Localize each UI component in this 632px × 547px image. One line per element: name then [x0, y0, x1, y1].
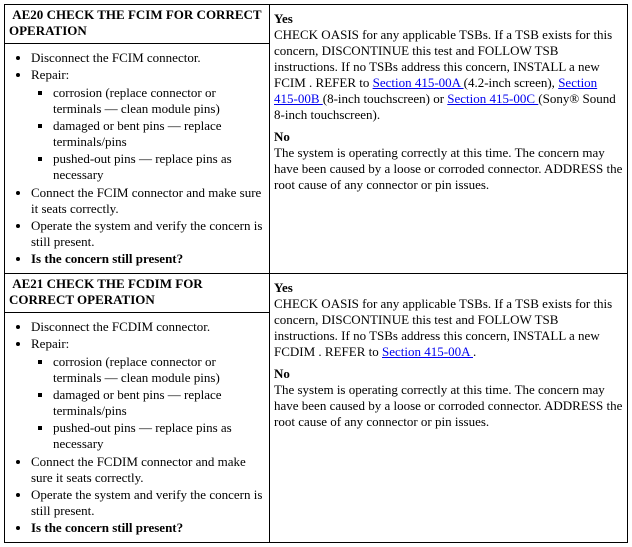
- list-item: Operate the system and verify the concer…: [31, 487, 265, 519]
- list-item: pushed-out pins — replace pins as necess…: [53, 151, 265, 183]
- repair-label: Repair:: [31, 336, 69, 351]
- list-item: Repair: corrosion (replace connector or …: [31, 336, 265, 452]
- no-label: No: [274, 366, 623, 382]
- steps-cell: Disconnect the FCDIM connector. Repair: …: [5, 313, 270, 543]
- step-header: AE21 CHECK THE FCDIM FOR CORRECT OPERATI…: [5, 274, 270, 313]
- yes-block: Yes CHECK OASIS for any applicable TSBs.…: [274, 11, 623, 123]
- no-text: The system is operating correctly at thi…: [274, 382, 622, 429]
- no-block: No The system is operating correctly at …: [274, 366, 623, 430]
- list-item: pushed-out pins — replace pins as necess…: [53, 420, 265, 452]
- table-row: AE20 CHECK THE FCIM FOR CORRECT OPERATIO…: [5, 5, 628, 44]
- section-link[interactable]: Section 415-00C: [447, 91, 538, 106]
- list-item: corrosion (replace connector or terminal…: [53, 85, 265, 117]
- no-block: No The system is operating correctly at …: [274, 129, 623, 193]
- repair-sublist: corrosion (replace connector or terminal…: [31, 354, 265, 452]
- diagnostic-table: AE20 CHECK THE FCIM FOR CORRECT OPERATIO…: [4, 4, 628, 543]
- yes-label: Yes: [274, 11, 623, 27]
- yes-block: Yes CHECK OASIS for any applicable TSBs.…: [274, 280, 623, 360]
- result-cell: Yes CHECK OASIS for any applicable TSBs.…: [270, 5, 628, 274]
- yes-label: Yes: [274, 280, 623, 296]
- repair-label: Repair:: [31, 67, 69, 82]
- section-link[interactable]: Section 415-00A: [373, 75, 464, 90]
- section-link[interactable]: Section 415-00A: [382, 344, 473, 359]
- list-item: Disconnect the FCIM connector.: [31, 50, 265, 66]
- list-item: Connect the FCDIM connector and make sur…: [31, 454, 265, 486]
- list-item: Operate the system and verify the concer…: [31, 218, 265, 250]
- list-item: damaged or bent pins — replace terminals…: [53, 387, 265, 419]
- list-item: Repair: corrosion (replace connector or …: [31, 67, 265, 183]
- no-text: The system is operating correctly at thi…: [274, 145, 622, 192]
- step-title: CHECK THE FCIM FOR CORRECT OPERATION: [9, 7, 261, 38]
- result-cell: Yes CHECK OASIS for any applicable TSBs.…: [270, 274, 628, 543]
- yes-after2: (8-inch touchscreen) or: [323, 91, 448, 106]
- steps-list: Disconnect the FCDIM connector. Repair: …: [9, 319, 265, 536]
- steps-cell: Disconnect the FCIM connector. Repair: c…: [5, 44, 270, 274]
- yes-after1: (4.2-inch screen),: [464, 75, 559, 90]
- yes-after1: .: [473, 344, 476, 359]
- no-label: No: [274, 129, 623, 145]
- step-header: AE20 CHECK THE FCIM FOR CORRECT OPERATIO…: [5, 5, 270, 44]
- list-item-question: Is the concern still present?: [31, 251, 265, 267]
- list-item-question: Is the concern still present?: [31, 520, 265, 536]
- list-item: damaged or bent pins — replace terminals…: [53, 118, 265, 150]
- list-item: Disconnect the FCDIM connector.: [31, 319, 265, 335]
- list-item: Connect the FCIM connector and make sure…: [31, 185, 265, 217]
- repair-sublist: corrosion (replace connector or terminal…: [31, 85, 265, 183]
- list-item: corrosion (replace connector or terminal…: [53, 354, 265, 386]
- step-code: AE20: [12, 7, 43, 22]
- steps-list: Disconnect the FCIM connector. Repair: c…: [9, 50, 265, 267]
- table-row: AE21 CHECK THE FCDIM FOR CORRECT OPERATI…: [5, 274, 628, 313]
- step-code: AE21: [12, 276, 43, 291]
